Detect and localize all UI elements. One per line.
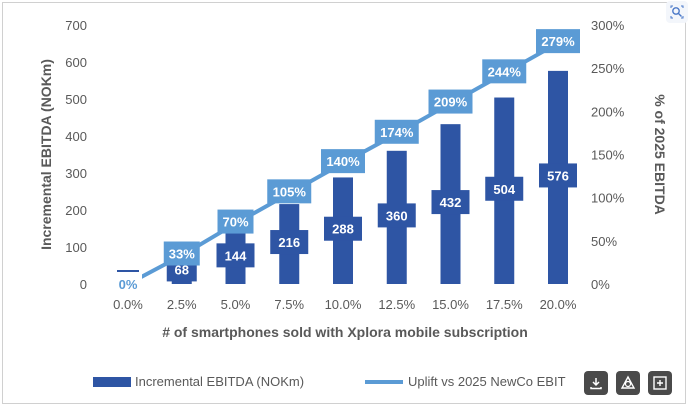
chart-frame: 0 100 200 300 400 500 600 700 0% 50% 100% 150% 200% 2… xyxy=(2,2,686,404)
bar-value-label: 504 xyxy=(493,182,515,197)
bar-value-label: 360 xyxy=(386,208,408,223)
y-tick-label: 100 xyxy=(65,240,87,255)
y2-tick-label: 0% xyxy=(591,277,610,292)
y-tick-label: 600 xyxy=(65,55,87,70)
y-tick-label: 400 xyxy=(65,129,87,144)
x-tick-label: 17.5% xyxy=(486,297,523,312)
legend-bar-swatch xyxy=(93,377,131,387)
line-value-label: 70% xyxy=(222,215,248,230)
x-tick-label: 5.0% xyxy=(221,297,251,312)
line-label-box xyxy=(374,119,419,144)
line-label-box xyxy=(114,272,142,296)
y2-tick-label: 200% xyxy=(591,104,625,119)
y2-tick-label: 50% xyxy=(591,234,617,249)
line-label-box xyxy=(428,89,473,114)
chart-svg: 0 100 200 300 400 500 600 700 0% 50% 100% 150% 200% 2… xyxy=(38,18,668,389)
x-axis-title: # of smartphones sold with Xplora mobile… xyxy=(162,324,528,340)
bar-value-label: 68 xyxy=(175,262,189,277)
y2-tick-label: 300% xyxy=(591,18,625,33)
x-tick-label: 2.5% xyxy=(167,297,197,312)
bar-label-box xyxy=(485,176,524,201)
y2-tick-label: 100% xyxy=(591,191,625,206)
line-label-box xyxy=(267,179,312,204)
x-tick-label: 7.5% xyxy=(274,297,304,312)
line-value-label: 279% xyxy=(541,34,575,49)
line-value-label: 0% xyxy=(119,277,138,292)
line-value-label: 244% xyxy=(488,64,522,79)
x-tick-label: 20.0% xyxy=(540,297,577,312)
line-value-label: 105% xyxy=(273,184,307,199)
bar-label-box xyxy=(539,163,577,188)
legend-line-label: Uplift vs 2025 NewCo EBIT xyxy=(408,374,566,389)
line-value-label: 209% xyxy=(434,95,468,110)
download-button[interactable] xyxy=(584,371,608,395)
bar-value-label: 432 xyxy=(440,195,462,210)
y-tick-label: 300 xyxy=(65,166,87,181)
bar-label-box xyxy=(270,230,309,255)
x-tick-label: 0.0% xyxy=(113,297,143,312)
add-image-button[interactable] xyxy=(648,371,672,395)
bar-value-label: 288 xyxy=(332,222,354,237)
bar-value-label: 144 xyxy=(225,248,247,263)
image-toolbar xyxy=(584,371,672,395)
shapes-button[interactable] xyxy=(616,371,640,395)
legend-bar-label: Incremental EBITDA (NOKm) xyxy=(135,374,304,389)
bar-label-box xyxy=(324,216,362,241)
lens-icon[interactable] xyxy=(666,1,688,23)
bar-label-box xyxy=(377,203,416,228)
y2-tick-label: 150% xyxy=(591,148,625,163)
line-label-box xyxy=(482,59,527,84)
add-image-icon xyxy=(653,376,667,390)
line-value-label: 174% xyxy=(380,125,414,140)
y-axis-title: Incremental EBITDA (NOKm) xyxy=(38,59,54,250)
y-tick-label: 500 xyxy=(65,92,87,107)
x-tick-label: 10.0% xyxy=(325,297,362,312)
y2-axis-title: % of 2025 EBITDA xyxy=(652,94,668,215)
x-tick-label: 15.0% xyxy=(432,297,469,312)
line-label-box xyxy=(536,29,580,54)
line-value-label: 140% xyxy=(326,154,360,169)
bar-value-label: 576 xyxy=(547,168,569,183)
download-icon xyxy=(590,378,602,390)
bar-label-box xyxy=(431,190,470,215)
lens-icon-glyph xyxy=(670,5,684,19)
y-tick-label: 200 xyxy=(65,203,87,218)
bar-label-box xyxy=(216,243,255,268)
line-value-label: 33% xyxy=(169,247,195,262)
x-tick-label: 12.5% xyxy=(378,297,415,312)
line-label-box xyxy=(217,209,254,234)
line-label-box xyxy=(321,149,365,174)
line-label-box xyxy=(163,241,200,266)
y2-tick-label: 250% xyxy=(591,61,625,76)
y-tick-label: 0 xyxy=(80,277,87,292)
bar-value-label: 216 xyxy=(278,235,300,250)
shapes-icon xyxy=(620,375,636,389)
y-tick-label: 700 xyxy=(65,18,87,33)
